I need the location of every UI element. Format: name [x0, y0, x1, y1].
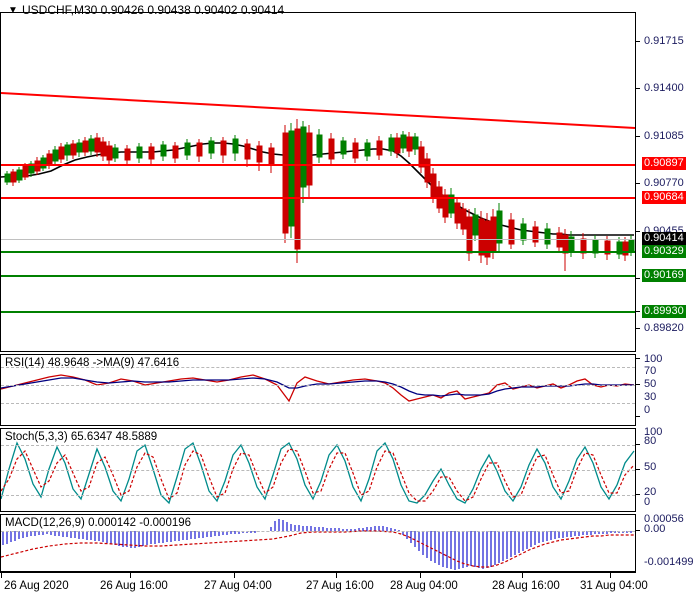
macd-title: MACD(12,26,9) 0.000142 -0.000196: [5, 517, 192, 529]
time-label-1: 26 Aug 16:00: [100, 580, 168, 592]
price-chart-svg: [1, 92, 635, 271]
candlestick-series: [4, 119, 635, 271]
support-line-089930[interactable]: [1, 311, 635, 313]
price-label-091400: 0.91400: [644, 82, 684, 94]
stoch-scale-100: 100: [644, 426, 663, 438]
trendline-descending: [1, 92, 635, 129]
support-line-090169[interactable]: [1, 275, 635, 277]
stoch-scale-50: 50: [644, 461, 657, 473]
chart-header: ▼ USDCHF,M30 0.90426 0.90438 0.90402 0.9…: [0, 0, 700, 20]
price-label-091715: 0.91715: [644, 35, 684, 47]
macd-axis: 0.00056 0.00 -0.001499: [636, 513, 700, 572]
stoch-scale-0: 0: [644, 496, 651, 508]
price-tag-current-090414[interactable]: 0.90414: [642, 232, 686, 245]
rsi-axis: 100 70 50 30 0: [636, 353, 700, 426]
rsi-scale-50: 50: [644, 378, 657, 390]
macd-chart-svg: [1, 519, 634, 570]
price-label-089820: 0.89820: [644, 322, 684, 334]
price-tag-support-090169[interactable]: 0.90169: [642, 269, 686, 282]
symbol-ohlc-label: USDCHF,M30 0.90426 0.90438 0.90402 0.904…: [22, 3, 285, 17]
macd-scale-lower: -0.001499: [644, 556, 694, 568]
stoch-scale-20: 20: [644, 486, 657, 498]
price-label-090770: 0.90770: [644, 177, 684, 189]
time-axis[interactable]: 26 Aug 2020 26 Aug 16:00 27 Aug 04:00 27…: [0, 572, 648, 600]
time-label-4: 28 Aug 04:00: [390, 580, 458, 592]
price-axis[interactable]: 0.91715 0.91400 0.91085 0.90770 0.90455 …: [636, 12, 700, 352]
price-tag-resistance-090684[interactable]: 0.90684: [642, 191, 686, 204]
resistance-line-090684[interactable]: [1, 197, 635, 199]
macd-histogram: [2, 519, 632, 570]
rsi-pane[interactable]: RSI(14) 48.9648 ->MA(9) 47.6416: [0, 354, 636, 426]
price-label-091085: 0.91085: [644, 130, 684, 142]
time-label-3: 27 Aug 16:00: [306, 580, 374, 592]
rsi-scale-30: 30: [644, 391, 657, 403]
stoch-axis: 100 80 50 20 0: [636, 426, 700, 512]
rsi-scale-70: 70: [644, 365, 657, 377]
macd-pane[interactable]: MACD(12,26,9) 0.000142 -0.000196: [0, 514, 636, 572]
rsi-scale-100: 100: [644, 353, 663, 365]
macd-scale-upper: 0.00056: [644, 513, 684, 525]
time-label-2: 27 Aug 04:00: [204, 580, 272, 592]
current-price-line: [1, 239, 635, 240]
price-tag-resistance-090897[interactable]: 0.90897: [642, 157, 686, 170]
time-label-6: 31 Aug 04:00: [580, 580, 648, 592]
support-line-090329[interactable]: [1, 251, 635, 253]
rsi-title: RSI(14) 48.9648 ->MA(9) 47.6416: [5, 357, 180, 369]
price-tag-support-089930[interactable]: 0.89930: [642, 305, 686, 318]
triangle-down-icon[interactable]: ▼: [8, 5, 18, 16]
time-label-0: 26 Aug 2020: [4, 580, 69, 592]
stoch-title: Stoch(5,3,3) 65.6347 48.5889: [5, 431, 158, 443]
price-pane[interactable]: [0, 12, 636, 352]
stoch-pane[interactable]: Stoch(5,3,3) 65.6347 48.5889: [0, 428, 636, 512]
resistance-line-090897[interactable]: [1, 164, 635, 166]
macd-signal-line: [1, 530, 634, 568]
rsi-scale-0: 0: [644, 404, 651, 416]
stoch-chart-svg: [1, 441, 635, 505]
macd-scale-zero: 0.00: [644, 523, 666, 535]
stoch-scale-80: 80: [644, 435, 657, 447]
price-tag-support-090329[interactable]: 0.90329: [642, 245, 686, 258]
time-label-5: 28 Aug 16:00: [492, 580, 560, 592]
